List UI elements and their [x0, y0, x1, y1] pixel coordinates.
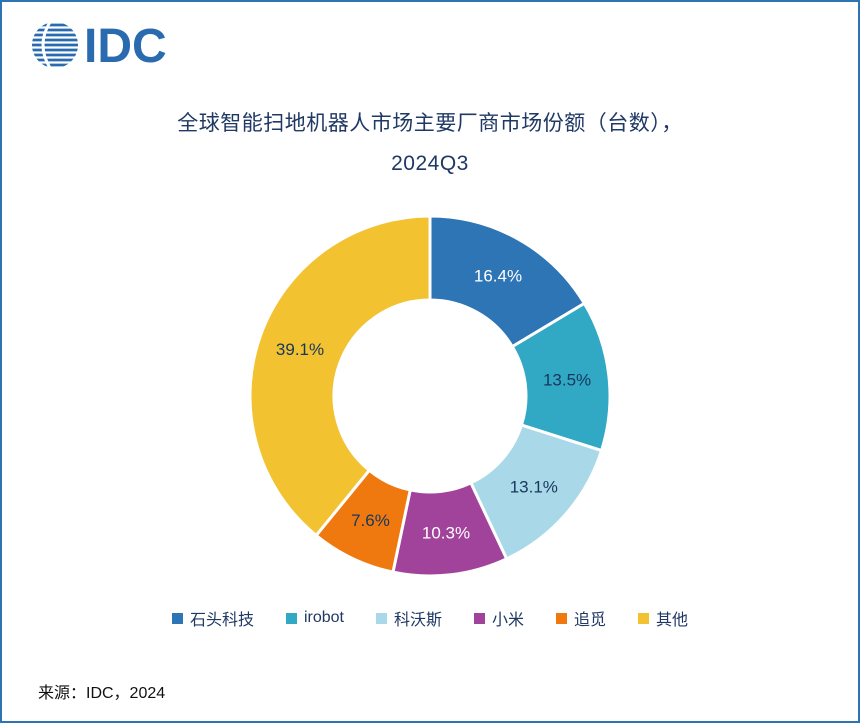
- donut-chart-svg: 16.4% 13.5% 13.1% 10.3% 7.6% 39.1%: [248, 214, 612, 578]
- legend-label: 科沃斯: [393, 612, 442, 629]
- legend-swatch: [474, 612, 485, 624]
- legend-label: irobot: [303, 609, 344, 626]
- legend-label: 追觅: [574, 612, 607, 629]
- chart-title: 全球智能扫地机器人市场主要厂商市场份额（台数）， 2024Q3: [2, 104, 858, 184]
- source-note: 来源：IDC，2024: [38, 685, 166, 702]
- legend-label: 小米: [492, 612, 525, 629]
- donut-slice-value-label: 16.4%: [474, 266, 522, 285]
- donut-slice-value-label: 13.5%: [543, 370, 591, 389]
- legend-item: 科沃斯: [375, 606, 442, 630]
- donut-slice-value-label: 7.6%: [351, 511, 390, 530]
- idc-logo: IDC: [30, 16, 182, 73]
- legend-swatch: [171, 612, 183, 624]
- chart-title-line2: 2024Q3: [391, 152, 469, 175]
- legend-item: 小米: [474, 606, 524, 630]
- legend-item: irobot: [285, 609, 344, 627]
- legend-item: 追觅: [556, 606, 606, 630]
- donut-slice: [248, 214, 432, 537]
- idc-logo-text: IDC: [84, 20, 167, 72]
- legend-item: 石头科技: [171, 606, 254, 630]
- legend-swatch: [285, 612, 297, 624]
- legend-swatch: [375, 612, 387, 624]
- donut-slice-value-label: 13.1%: [510, 477, 558, 496]
- legend-swatch: [556, 612, 568, 624]
- globe-icon: [32, 22, 78, 68]
- donut-slice-value-label: 10.3%: [422, 524, 470, 543]
- donut-chart: 16.4% 13.5% 13.1% 10.3% 7.6% 39.1%: [240, 206, 620, 586]
- chart-title-line1: 全球智能扫地机器人市场主要厂商市场份额（台数），: [177, 112, 683, 135]
- legend-label: 其他: [656, 612, 689, 629]
- idc-logo-graphic: IDC: [32, 20, 167, 73]
- donut-slice-value-label: 39.1%: [276, 340, 324, 359]
- legend-label: 石头科技: [189, 612, 254, 629]
- legend-swatch: [638, 612, 650, 624]
- legend-item: 其他: [638, 606, 688, 630]
- chart-legend: 石头科技 irobot 科沃斯 小米 追觅 其他: [2, 606, 858, 630]
